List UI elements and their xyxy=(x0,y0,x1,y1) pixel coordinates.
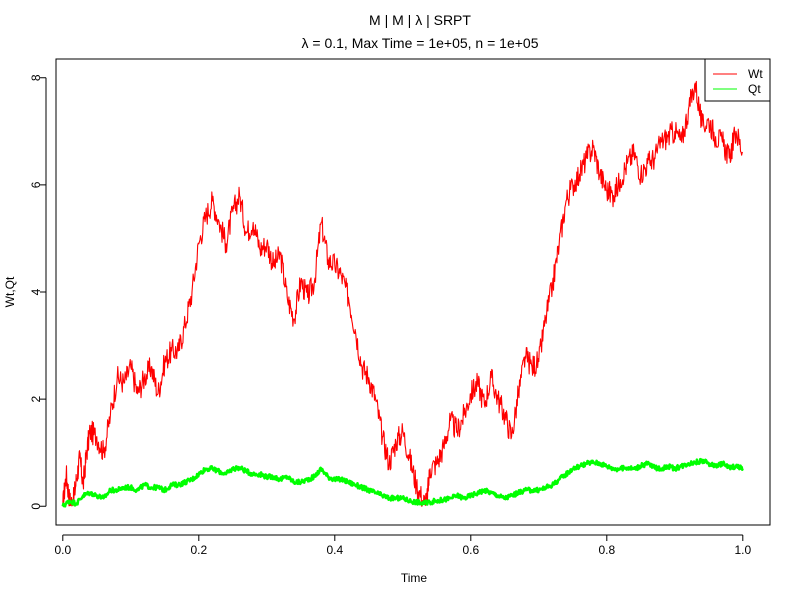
x-axis-label: Time xyxy=(401,571,428,585)
legend-box xyxy=(704,58,771,102)
series-line-qt xyxy=(61,457,744,508)
x-axis: 0.0 0.2 0.4 0.6 0.8 1.0 xyxy=(54,534,751,557)
plot-frame xyxy=(55,58,771,526)
legend-label-wt: Wt xyxy=(748,67,763,81)
y-tick-label: 2 xyxy=(29,395,43,402)
x-tick-label: 1.0 xyxy=(734,543,751,557)
x-tick-label: 0.2 xyxy=(190,543,207,557)
chart-subtitle: λ = 0.1, Max Time = 1e+05, n = 1e+05 xyxy=(302,35,539,51)
y-axis-label: Wt,Qt xyxy=(3,276,17,307)
series-layer xyxy=(61,80,744,508)
y-tick-label: 6 xyxy=(29,181,43,188)
x-tick-label: 0.8 xyxy=(598,543,615,557)
y-tick-label: 8 xyxy=(29,74,43,81)
x-tick-label: 0.4 xyxy=(326,543,343,557)
y-tick-label: 4 xyxy=(29,288,43,295)
x-tick-label: 0.0 xyxy=(54,543,71,557)
series-line-wt xyxy=(62,80,744,507)
y-axis: 0 2 4 6 8 xyxy=(29,74,47,510)
y-tick-label: 0 xyxy=(29,503,43,510)
chart-title: M | M | λ | SRPT xyxy=(369,12,471,28)
legend: Wt Qt xyxy=(704,58,771,102)
x-tick-label: 0.6 xyxy=(462,543,479,557)
legend-label-qt: Qt xyxy=(748,82,761,96)
